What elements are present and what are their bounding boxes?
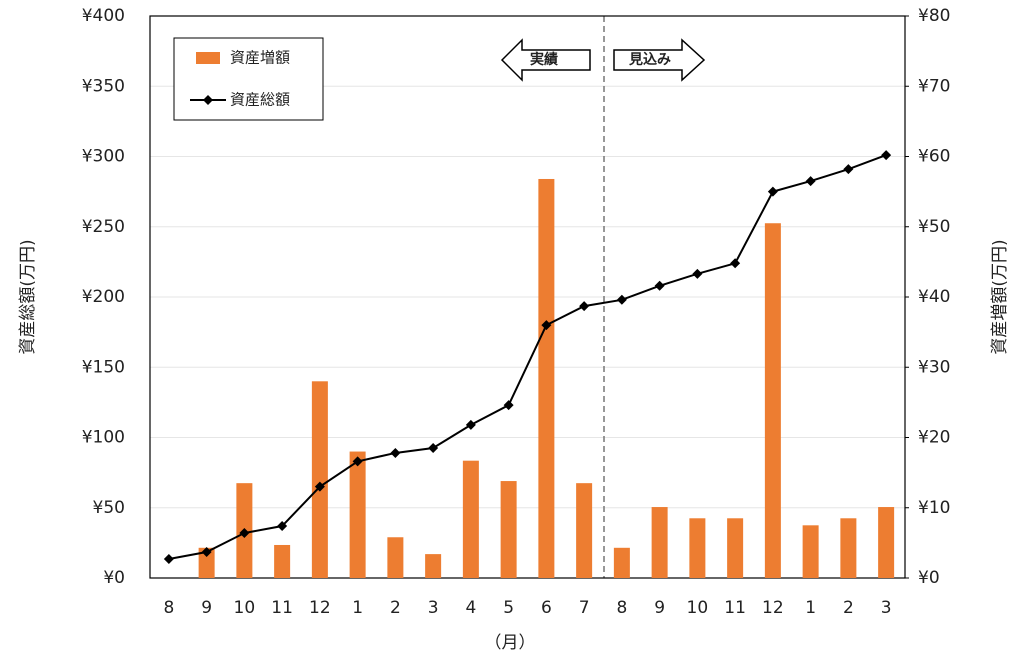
y2-axis-title: 資産増額(万円) [990, 239, 1010, 354]
x-tick-label: 1 [805, 598, 816, 618]
y-axis-title: 資産総額(万円) [18, 239, 38, 354]
x-tick-label: 11 [724, 598, 746, 618]
marker [579, 301, 590, 312]
x-tick-label: 3 [881, 598, 892, 618]
legend-swatch [196, 52, 220, 64]
y-tick-label: ¥100 [82, 428, 125, 448]
x-tick-label: 9 [654, 598, 665, 618]
legend-label: 資産増額 [230, 49, 290, 67]
bar [198, 547, 215, 578]
marker [352, 456, 363, 467]
arrow-left [500, 38, 591, 82]
y2-tick-label: ¥60 [918, 147, 950, 167]
y-tick-label: ¥250 [82, 217, 125, 237]
x-tick-label: 8 [163, 598, 174, 618]
y-tick-label: ¥0 [103, 568, 125, 588]
legend-label: 資産総額 [230, 91, 290, 109]
y-tick-label: ¥200 [82, 287, 125, 307]
bar [538, 178, 555, 579]
marker [881, 150, 892, 161]
x-axis-title: （月） [485, 633, 536, 653]
bar [802, 525, 819, 578]
marker [805, 176, 816, 187]
x-tick-label: 12 [762, 598, 784, 618]
x-tick-label: 11 [271, 598, 293, 618]
marker [428, 443, 439, 454]
marker [616, 294, 627, 305]
y-tick-label: ¥400 [82, 6, 125, 26]
marker [390, 447, 401, 458]
marker [541, 320, 552, 331]
y-tick-label: ¥350 [82, 76, 125, 96]
bar [651, 507, 668, 578]
bar [500, 481, 517, 578]
x-tick-label: 2 [843, 598, 854, 618]
y2-tick-label: ¥70 [918, 76, 950, 96]
marker [692, 268, 703, 279]
bar [727, 518, 744, 578]
plot-frame [149, 15, 906, 579]
y2-tick-label: ¥0 [918, 568, 940, 588]
bar [689, 518, 706, 578]
marker [503, 400, 514, 411]
x-tick-label: 2 [390, 598, 401, 618]
bar [387, 537, 404, 578]
y2-tick-label: ¥30 [918, 357, 950, 377]
y-tick-label: ¥150 [82, 357, 125, 377]
x-tick-label: 4 [465, 598, 476, 618]
annotation: 実績 [530, 51, 558, 68]
marker [465, 419, 476, 430]
marker [277, 521, 288, 532]
marker [201, 547, 212, 558]
arrow-right [613, 38, 706, 82]
y2-tick-label: ¥50 [918, 217, 950, 237]
y2-tick-label: ¥40 [918, 287, 950, 307]
bar [425, 554, 442, 578]
bar [878, 507, 895, 578]
x-tick-label: 10 [234, 598, 256, 618]
marker [730, 258, 741, 269]
marker [314, 481, 325, 492]
legend-swatch [203, 95, 213, 105]
marker [654, 280, 665, 291]
x-tick-label: 1 [352, 598, 363, 618]
bar [349, 451, 366, 578]
x-tick-label: 3 [428, 598, 439, 618]
marker [843, 164, 854, 175]
x-tick-label: 5 [503, 598, 514, 618]
y-tick-label: ¥50 [93, 498, 125, 518]
bar [576, 483, 593, 578]
line [168, 154, 887, 561]
bar [274, 544, 291, 578]
bar [613, 547, 630, 578]
y2-tick-label: ¥20 [918, 428, 950, 448]
y2-tick-label: ¥80 [918, 6, 950, 26]
bar [462, 460, 479, 578]
marker [163, 554, 174, 565]
x-tick-label: 9 [201, 598, 212, 618]
x-tick-label: 6 [541, 598, 552, 618]
y2-tick-label: ¥10 [918, 498, 950, 518]
annotation: 見込み [628, 51, 671, 68]
bar [311, 381, 328, 578]
x-tick-label: 7 [579, 598, 590, 618]
legend-box [173, 37, 324, 121]
marker [767, 186, 778, 197]
x-tick-label: 10 [687, 598, 709, 618]
marker [239, 528, 250, 539]
y-tick-label: ¥300 [82, 147, 125, 167]
x-tick-label: 8 [616, 598, 627, 618]
x-tick-label: 12 [309, 598, 331, 618]
bar [764, 223, 781, 579]
bar [840, 518, 857, 578]
